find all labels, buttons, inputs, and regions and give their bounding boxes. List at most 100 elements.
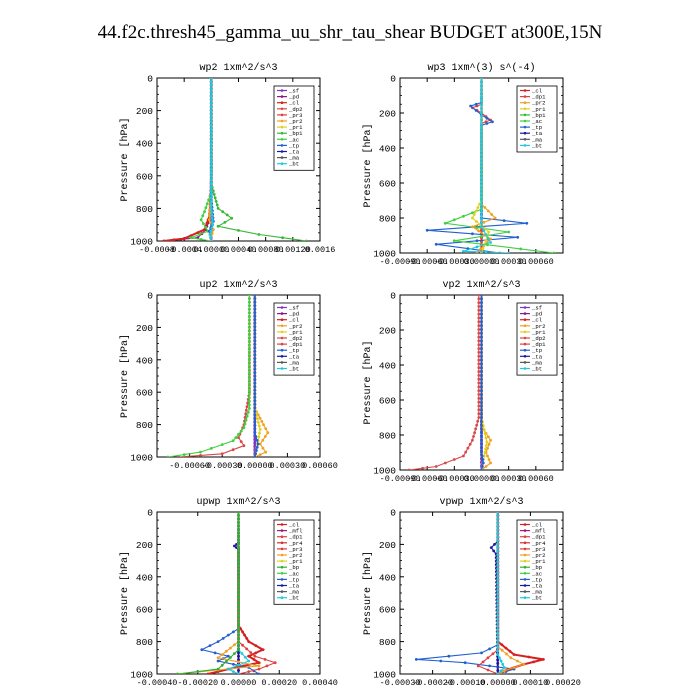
data-point-bt xyxy=(240,652,244,655)
chart-panel-1: wp2 1xm^2/s^3 Pressure [hPa] 0 200 400 600 800… xyxy=(119,62,335,255)
data-point-tp xyxy=(253,364,257,367)
data-point-dp2 xyxy=(220,452,224,456)
data-point-tp xyxy=(253,371,257,375)
data-point-tp xyxy=(480,332,483,335)
x-tick-label: 0.00120 xyxy=(275,245,311,255)
data-point-bt xyxy=(209,130,213,134)
legend-label: _pd xyxy=(288,94,299,101)
legend-label: _cl xyxy=(531,522,543,529)
data-point-bt xyxy=(496,521,500,525)
data-point-ac xyxy=(248,371,251,375)
data-point-dp1 xyxy=(241,643,245,647)
data-point-pr2 xyxy=(471,225,474,229)
y-tick-label: 1000 xyxy=(130,670,153,681)
data-point-bt xyxy=(480,175,483,179)
data-point-pr2 xyxy=(233,643,236,647)
data-point-dp2 xyxy=(477,362,481,366)
data-point-bp xyxy=(237,524,240,528)
data-point-dp1 xyxy=(486,656,490,660)
data-point-ac xyxy=(507,230,511,234)
data-point-tp xyxy=(226,654,230,658)
data-point-ac xyxy=(237,432,240,436)
legend: _sf_pd_cl_pr2_pr1_dp2_dp1_tp_ta_ma_bt xyxy=(516,302,558,376)
data-point-bt xyxy=(480,179,483,183)
data-point-tp xyxy=(480,374,483,378)
data-point-dp2 xyxy=(477,393,481,396)
data-point-pr1 xyxy=(476,206,480,209)
data-point-tp xyxy=(253,385,257,389)
x-tick-label: -0.00090 xyxy=(380,474,421,484)
legend-marker xyxy=(280,342,284,346)
data-point-ac xyxy=(199,218,203,222)
data-point-ac xyxy=(475,226,479,230)
data-point-bt xyxy=(480,172,483,175)
data-point-tp xyxy=(480,468,483,470)
legend-label: _ma xyxy=(288,589,300,596)
data-point-pr2 xyxy=(208,214,212,218)
x-tick-label: 0.00060 xyxy=(518,474,554,484)
data-point-tp xyxy=(216,659,220,663)
data-point-ac xyxy=(248,307,251,311)
data-point-tp xyxy=(480,316,483,320)
data-point-bt xyxy=(496,553,500,557)
chart-title: up2 1xm^2/s^3 xyxy=(199,279,277,291)
data-point-cl xyxy=(243,633,247,637)
data-point-bp xyxy=(237,605,240,609)
y-tick-label: 400 xyxy=(379,572,396,583)
y-tick-label: 400 xyxy=(136,572,153,583)
y-tick-label: 200 xyxy=(379,109,396,120)
data-point-tp xyxy=(257,672,261,674)
data-point-cl xyxy=(254,644,258,647)
x-tick-label: -0.00060 xyxy=(169,461,210,471)
data-point-bt xyxy=(210,216,214,220)
data-point-bt xyxy=(496,564,500,567)
legend-marker xyxy=(523,144,527,147)
data-point-dp2 xyxy=(477,370,481,373)
data-point-bp1 xyxy=(257,233,261,236)
data-point-dp2 xyxy=(231,448,235,452)
legend-label: _bt xyxy=(288,161,299,168)
legend-label: _pr1 xyxy=(288,558,303,565)
data-point-tp xyxy=(480,435,483,439)
legend-marker xyxy=(523,119,527,123)
data-point-bp xyxy=(176,672,179,674)
data-point-bt xyxy=(209,152,213,156)
legend-marker xyxy=(523,523,527,526)
data-point-tp xyxy=(447,654,451,658)
plot-area xyxy=(414,512,545,674)
chart-title: vp2 1xm^2/s^3 xyxy=(442,279,520,291)
data-point-bp xyxy=(237,637,240,641)
legend-label: _bt xyxy=(288,366,299,373)
data-point-tp xyxy=(480,382,483,385)
data-point-pr2 xyxy=(486,209,490,213)
data-point-pr2 xyxy=(477,229,480,233)
data-point-ta xyxy=(492,549,496,553)
chart-panel-5: upwp 1xm^2/s^3 Pressure [hPa] 0 200 400 600 80… xyxy=(119,496,338,688)
data-point-bt xyxy=(496,631,500,635)
data-point-dp2 xyxy=(477,297,481,301)
data-point-pr2 xyxy=(516,659,519,663)
data-point-dp1 xyxy=(481,660,485,664)
data-point-ac xyxy=(248,297,251,300)
data-point-cl xyxy=(542,658,545,661)
data-point-bp1 xyxy=(215,203,219,207)
legend-marker xyxy=(523,324,527,328)
y-axis-label: Pressure [hPa] xyxy=(362,123,374,207)
data-point-bt xyxy=(496,535,500,539)
legend-marker xyxy=(523,529,527,532)
data-point-dp2 xyxy=(245,405,249,408)
data-point-tp xyxy=(208,644,212,647)
data-point-bt xyxy=(496,646,500,649)
x-tick-label: -0.00040 xyxy=(137,678,178,688)
legend-label: _ta xyxy=(288,353,300,360)
data-point-tp xyxy=(481,458,485,461)
data-point-bp xyxy=(237,574,240,577)
data-point-pr2 xyxy=(484,465,488,468)
data-point-cl xyxy=(532,660,536,664)
legend-marker xyxy=(523,138,527,141)
y-tick-label: 0 xyxy=(147,291,153,302)
data-point-pr1 xyxy=(257,421,260,424)
data-point-cl xyxy=(196,231,200,235)
data-point-tp xyxy=(480,420,483,424)
data-point-pr2 xyxy=(502,669,506,673)
